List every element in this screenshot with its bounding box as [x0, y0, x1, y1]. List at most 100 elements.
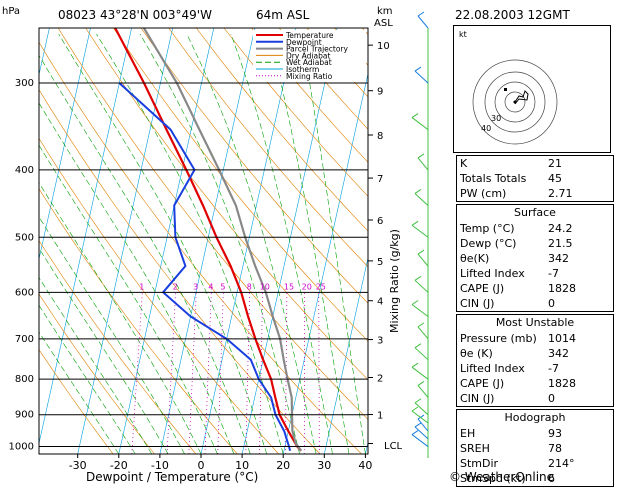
wind-barb-flag	[412, 431, 418, 435]
wind-barb-flag	[418, 154, 424, 158]
temperature-tick-label: 40	[358, 459, 372, 472]
wet-adiabat-line	[59, 34, 267, 454]
isotherm-line	[78, 28, 173, 454]
isotherm-line	[0, 28, 8, 454]
wind-barb-flag	[415, 276, 421, 280]
mixing-ratio-line	[319, 292, 320, 454]
wind-barb	[418, 254, 428, 266]
pressure-tick-label: 700	[15, 334, 34, 345]
mixing-ratio-line	[218, 292, 224, 454]
lcl-label: LCL	[384, 441, 403, 452]
wind-barb-flag	[412, 363, 418, 367]
wind-barb	[412, 118, 428, 130]
km-tick-label: 1	[377, 411, 383, 422]
wind-barb-flag	[415, 67, 421, 71]
mixing-ratio-label: 10	[260, 282, 270, 291]
mixing-ratio-label: 5	[220, 282, 225, 291]
km-tick-label: 3	[377, 336, 383, 347]
plot-frame	[39, 28, 368, 454]
wind-barb	[415, 193, 428, 205]
wind-barb-flag	[412, 221, 418, 225]
pressure-tick-label: 600	[15, 287, 34, 298]
temperature-tick-label: 30	[317, 459, 331, 472]
datetime-header: 22.08.2003 12GMT	[455, 8, 570, 22]
mixing-ratio-label: 3	[193, 282, 198, 291]
wind-barb	[418, 158, 428, 170]
km-tick-label: 9	[377, 87, 383, 98]
isotherm-line	[160, 28, 255, 454]
km-tick-label: 7	[377, 174, 383, 185]
km-tick-label: 5	[377, 257, 383, 268]
credit: © WeatherOnline	[449, 470, 554, 484]
pressure-tick-label: 400	[15, 165, 34, 176]
x-axis-title: Dewpoint / Temperature (°C)	[86, 470, 258, 484]
km-tick-label: 2	[377, 373, 383, 384]
km-tick-label: 8	[377, 131, 383, 142]
dry-adiabat-line	[58, 28, 403, 454]
wind-barb-flag	[415, 423, 421, 427]
hodograph-origin	[514, 101, 517, 104]
wind-barb	[418, 385, 428, 397]
wind-barb	[412, 225, 428, 237]
wind-barb-flag	[415, 399, 421, 403]
wet-adiabat-line	[0, 34, 201, 454]
wind-barb	[418, 16, 428, 28]
isotherm-line	[201, 28, 296, 454]
wind-barb-flag	[412, 407, 418, 411]
wind-barb	[412, 304, 428, 316]
isotherm-line	[283, 28, 378, 454]
wind-barb-flag	[412, 300, 418, 304]
wet-adiabat-line	[27, 34, 251, 454]
wind-barb	[415, 348, 428, 360]
wind-barb-flag	[418, 381, 424, 385]
wet-adiabat-line	[0, 34, 152, 454]
wind-barb-flag	[418, 323, 424, 327]
series-parcel-trajectory	[144, 28, 301, 451]
wind-barb-flag	[415, 344, 421, 348]
wind-barb-flag	[415, 189, 421, 193]
wind-barb	[415, 71, 428, 83]
hpa-label: hPa	[2, 6, 20, 17]
dry-adiabat-line	[30, 28, 361, 454]
temperature-tick-label: -30	[69, 459, 87, 472]
km-tick-label: 4	[377, 297, 383, 308]
wet-adiabat-line	[187, 34, 317, 454]
elevation-header: 64m ASL	[256, 8, 309, 22]
km-tick-label: 6	[377, 216, 383, 227]
hodograph: kt 40 30	[453, 25, 611, 153]
wet-adiabat-line	[0, 34, 185, 454]
mixing-ratio-label: 15	[284, 282, 294, 291]
pressure-tick-label: 800	[15, 374, 34, 385]
wind-barb	[412, 367, 428, 379]
wet-adiabat-line	[301, 34, 365, 454]
wind-barb	[415, 403, 428, 415]
pressure-tick-label: 500	[15, 232, 34, 243]
km-label: km	[377, 6, 393, 17]
pressure-tick-label: 900	[15, 410, 34, 421]
km-tick-label: 10	[377, 41, 390, 52]
wet-adiabat-line	[0, 34, 119, 454]
storm-motion-marker	[504, 88, 507, 91]
most-unstable-box: Most Unstable Pressure (mb)1014 θe (K)34…	[456, 314, 614, 407]
wind-barb	[415, 280, 428, 292]
y-axis-right-title: Mixing Ratio (g/kg)	[388, 229, 401, 333]
isotherm-line	[119, 28, 214, 454]
station-header: 08023 43°28'N 003°49'W	[58, 8, 212, 22]
dry-adiabat-line	[113, 28, 485, 454]
profile-lines	[115, 28, 301, 451]
isotherm-line	[37, 28, 132, 454]
hodograph-ring-40: 40	[481, 124, 491, 133]
pressure-tick-label: 300	[15, 78, 34, 89]
hodograph-units: kt	[459, 30, 467, 39]
mixing-ratio-label: 20	[302, 282, 312, 291]
temperature-tick-label: 20	[276, 459, 290, 472]
dry-adiabat-line	[0, 28, 279, 454]
hodograph-ring-30: 30	[491, 114, 501, 123]
wind-barb	[418, 327, 428, 339]
mixing-ratio-label: 1	[139, 282, 144, 291]
wind-barb-flag	[418, 250, 424, 254]
